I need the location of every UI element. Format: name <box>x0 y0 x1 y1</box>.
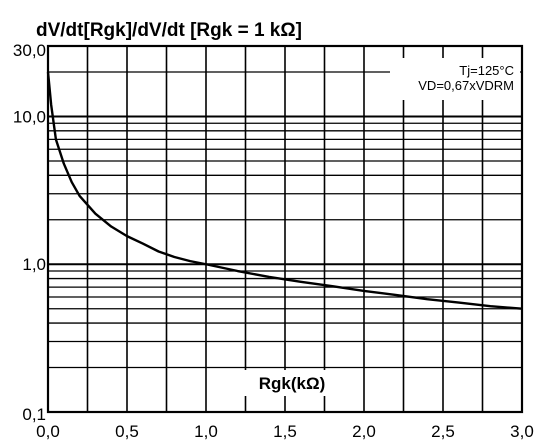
x-tick-label: 1,0 <box>194 422 218 441</box>
x-tick-label: 0,0 <box>36 422 60 441</box>
annotation-text: Tj=125°C <box>459 63 514 78</box>
x-tick-label: 3,0 <box>510 422 534 441</box>
y-tick-label: 10,0 <box>13 107 46 126</box>
y-tick-label: 30,0 <box>13 41 46 60</box>
chart-title: dV/dt[Rgk]/dV/dt [Rgk = 1 kΩ] <box>36 20 302 41</box>
grid <box>48 46 522 412</box>
x-tick-label: 2,0 <box>352 422 376 441</box>
annotations: Tj=125°CVD=0,67xVDRM <box>390 58 520 100</box>
y-tick-label: 0,1 <box>22 405 46 424</box>
x-tick-label: 1,5 <box>273 422 297 441</box>
y-tick-label: 1,0 <box>22 255 46 274</box>
x-axis-label-background <box>241 370 343 396</box>
x-axis-label: Rgk(kΩ) <box>259 374 326 393</box>
x-tick-label: 0,5 <box>115 422 139 441</box>
plot-frame <box>46 44 524 414</box>
curve-layer <box>46 71 523 310</box>
annotation-background <box>390 58 520 100</box>
annotation-text: VD=0,67xVDRM <box>418 78 514 93</box>
series-line <box>46 71 523 310</box>
tick-labels: 0,0 0,5 1,0 1,5 2,0 2,5 3,0 30,0 10,0 1,0 0,1 <box>13 41 534 441</box>
x-axis-label-group: Rgk(kΩ) <box>241 370 343 396</box>
x-tick-label: 2,5 <box>431 422 455 441</box>
